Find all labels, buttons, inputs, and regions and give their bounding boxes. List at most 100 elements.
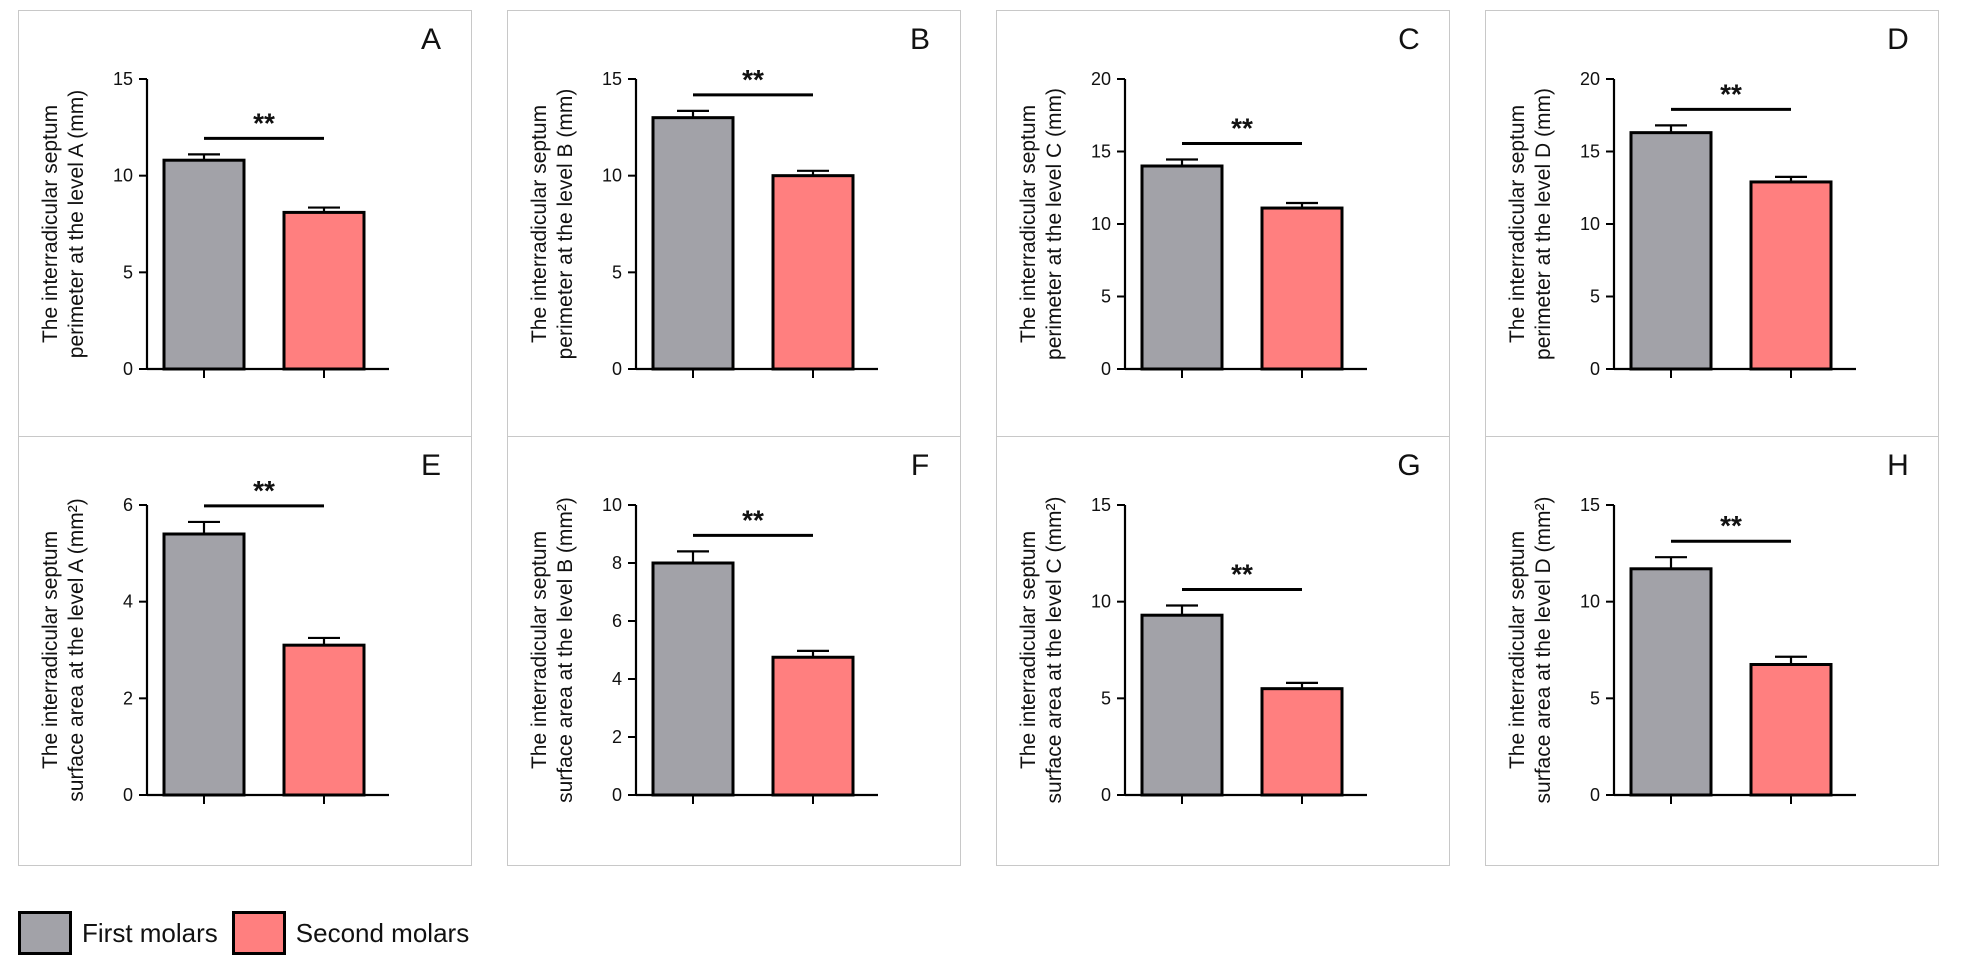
chart-svg-c: C The interradicular septum perimeter at t… [1017, 23, 1420, 379]
y-tick-label: 5 [1101, 287, 1111, 307]
chart-svg-a: A The interradicular septum perimeter at t… [39, 23, 441, 379]
panel-letter: B [910, 23, 930, 56]
legend: First molars Second molars [18, 908, 483, 958]
y-tick-label: 5 [612, 262, 622, 282]
y-tick-label: 15 [113, 69, 133, 89]
y-tick-label: 20 [1580, 69, 1600, 89]
significance-label: ** [253, 107, 275, 138]
y-tick-label: 0 [612, 359, 622, 379]
significance-label: ** [1231, 112, 1253, 143]
y-tick-label: 0 [123, 785, 133, 805]
y-axis-label-line-1: The interradicular septum [528, 105, 551, 343]
y-tick-label: 4 [612, 669, 622, 689]
y-axis-label-line-1: The interradicular septum [39, 105, 62, 343]
legend-swatch-first-molars [18, 911, 72, 955]
y-axis-label-line-2: perimeter at the level B (mm) [554, 89, 577, 360]
legend-item-second-molars: Second molars [231, 911, 470, 955]
y-tick-label: 10 [113, 166, 133, 186]
y-tick-label: 10 [1091, 214, 1111, 234]
bar-second-molars [282, 210, 366, 371]
bar-second-molars [1260, 206, 1344, 371]
significance-label: ** [1720, 78, 1742, 109]
chart-svg-d: D The interradicular septum perimeter at t… [1506, 23, 1909, 379]
y-tick-label: 5 [1590, 688, 1600, 708]
y-tick-label: 0 [1590, 359, 1600, 379]
y-tick-label: 10 [1580, 214, 1600, 234]
bar-second-molars [1260, 687, 1344, 797]
bar-first-molars [162, 158, 246, 371]
bar-second-molars [1749, 663, 1833, 797]
y-axis-label-line-2: perimeter at the level D (mm) [1532, 88, 1555, 360]
bar-second-molars [1749, 180, 1833, 371]
y-axis-label-line-2: perimeter at the level C (mm) [1043, 88, 1066, 360]
y-axis-label-line-2: surface area at the level A (mm²) [65, 498, 88, 801]
bar-first-molars [1629, 131, 1713, 371]
chart-panel-d: D The interradicular septum perimeter at t… [1485, 10, 1939, 440]
y-tick-label: 6 [612, 611, 622, 631]
panel-letter: E [421, 449, 441, 482]
y-tick-label: 5 [1101, 688, 1111, 708]
chart-svg-g: G The interradicular septum surface area a… [1017, 449, 1421, 805]
bar-second-molars [282, 643, 366, 797]
y-tick-label: 8 [612, 553, 622, 573]
y-tick-label: 10 [1091, 592, 1111, 612]
bar-first-molars [651, 116, 735, 371]
y-tick-label: 15 [602, 69, 622, 89]
panel-letter: G [1397, 449, 1420, 482]
chart-panel-e: E The interradicular septum surface area a… [18, 436, 472, 866]
y-tick-label: 15 [1091, 495, 1111, 515]
legend-label-second-molars: Second molars [295, 917, 470, 948]
significance-label: ** [1720, 510, 1742, 541]
bar-first-molars [651, 561, 735, 797]
chart-panel-c: C The interradicular septum perimeter at t… [996, 10, 1450, 440]
y-axis-label-line-2: perimeter at the level A (mm) [65, 90, 88, 358]
panel-letter: F [911, 449, 929, 482]
panel-letter: C [1398, 23, 1420, 56]
panel-letter: D [1887, 23, 1909, 56]
legend-label-first-molars: First molars [82, 917, 218, 948]
y-axis-label-line-1: The interradicular septum [1017, 105, 1040, 343]
chart-panel-f: F The interradicular septum surface area a… [507, 436, 961, 866]
y-tick-label: 0 [612, 785, 622, 805]
y-tick-label: 10 [602, 495, 622, 515]
bar-second-molars [771, 655, 855, 797]
y-axis-label-line-2: surface area at the level B (mm²) [554, 497, 577, 803]
y-tick-label: 15 [1580, 495, 1600, 515]
chart-svg-f: F The interradicular septum surface area a… [528, 449, 929, 805]
bar-first-molars [162, 532, 246, 797]
panel-letter: A [421, 23, 441, 56]
y-tick-label: 15 [1091, 142, 1111, 162]
y-tick-label: 0 [123, 359, 133, 379]
bar-second-molars [771, 174, 855, 371]
y-tick-label: 15 [1580, 142, 1600, 162]
bar-first-molars [1140, 613, 1224, 797]
y-tick-label: 5 [123, 262, 133, 282]
y-axis-label-line-2: surface area at the level D (mm²) [1532, 497, 1555, 804]
bar-first-molars [1629, 567, 1713, 797]
bar-first-molars [1140, 164, 1224, 371]
y-tick-label: 10 [602, 166, 622, 186]
y-tick-label: 4 [123, 592, 133, 612]
legend-swatch-second-molars [231, 911, 286, 955]
y-axis-label-line-1: The interradicular septum [39, 531, 62, 769]
significance-label: ** [742, 504, 764, 535]
y-tick-label: 0 [1101, 785, 1111, 805]
y-tick-label: 20 [1091, 69, 1111, 89]
chart-panel-h: H The interradicular septum surface area a… [1485, 436, 1939, 866]
y-tick-label: 0 [1101, 359, 1111, 379]
panel-letter: H [1887, 449, 1909, 482]
y-axis-label-line-1: The interradicular septum [1017, 531, 1040, 769]
chart-panel-b: B The interradicular septum perimeter at t… [507, 10, 961, 440]
significance-label: ** [742, 64, 764, 95]
significance-label: ** [253, 475, 275, 506]
chart-svg-h: H The interradicular septum surface area a… [1506, 449, 1909, 805]
y-axis-label-line-1: The interradicular septum [1506, 105, 1529, 343]
significance-label: ** [1231, 559, 1253, 590]
y-axis-label-line-1: The interradicular septum [1506, 531, 1529, 769]
y-tick-label: 0 [1590, 785, 1600, 805]
y-tick-label: 2 [123, 688, 133, 708]
y-tick-label: 2 [612, 727, 622, 747]
chart-svg-b: B The interradicular septum perimeter at t… [528, 23, 930, 379]
y-axis-label-line-2: surface area at the level C (mm²) [1043, 497, 1066, 804]
y-axis-label-line-1: The interradicular septum [528, 531, 551, 769]
